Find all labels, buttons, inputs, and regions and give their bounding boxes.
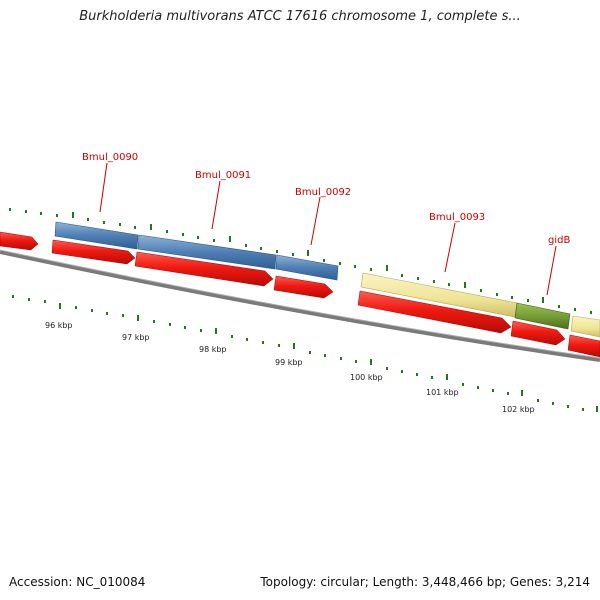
cds-arrow-bmul-0093[interactable] xyxy=(357,290,512,334)
leader-line-bmul-0093 xyxy=(444,222,456,273)
scale-label-96kbp: 96 kbp xyxy=(45,321,73,330)
leader-line-bmul-0092 xyxy=(310,196,321,246)
leader-line-gidb xyxy=(546,245,557,296)
gene-block-bmul-0090[interactable] xyxy=(54,221,139,250)
leader-line-bmul-0090 xyxy=(99,162,108,213)
cds-arrow-bmul-0091[interactable] xyxy=(134,251,274,287)
genome-summary-text: Topology: circular; Length: 3,448,466 bp… xyxy=(260,575,590,589)
gene-label-bmul-0092[interactable]: Bmul_0092 xyxy=(295,187,351,198)
scale-label-102kbp: 102 kbp xyxy=(502,405,535,414)
inner-tick-ring xyxy=(12,295,598,412)
outer-tick-ring xyxy=(9,208,592,314)
cds-arrow-gidb[interactable] xyxy=(510,320,566,346)
scale-label-100kbp: 100 kbp xyxy=(350,373,383,382)
leader-line-bmul-0091 xyxy=(211,180,221,230)
cds-arrow-left-edge[interactable] xyxy=(0,231,39,251)
gene-block-gidb[interactable] xyxy=(514,302,571,330)
gene-label-bmul-0091[interactable]: Bmul_0091 xyxy=(195,170,251,181)
gene-block-bmul-0091[interactable] xyxy=(137,234,277,270)
gene-block-bmul-0092[interactable] xyxy=(275,254,339,281)
gene-label-bmul-0093[interactable]: Bmul_0093 xyxy=(429,212,485,223)
scale-label-98kbp: 98 kbp xyxy=(199,345,227,354)
chromosome-backbone-highlight xyxy=(0,249,600,359)
gene-label-bmul-0090[interactable]: Bmul_0090 xyxy=(82,152,138,163)
scale-label-101kbp: 101 kbp xyxy=(426,388,459,397)
gene-label-gidb[interactable]: gidB xyxy=(548,235,570,246)
scale-label-97kbp: 97 kbp xyxy=(122,333,150,342)
cds-arrow-next[interactable] xyxy=(567,334,600,358)
accession-text: Accession: NC_010084 xyxy=(9,575,146,589)
gene-block-next[interactable] xyxy=(570,315,600,338)
chromosome-backbone xyxy=(0,250,600,362)
map-title: Burkholderia multivorans ATCC 17616 chro… xyxy=(79,9,521,24)
cds-arrow-bmul-0090[interactable] xyxy=(51,239,136,265)
scale-label-99kbp: 99 kbp xyxy=(275,358,303,367)
cds-arrow-bmul-0092[interactable] xyxy=(273,275,334,299)
